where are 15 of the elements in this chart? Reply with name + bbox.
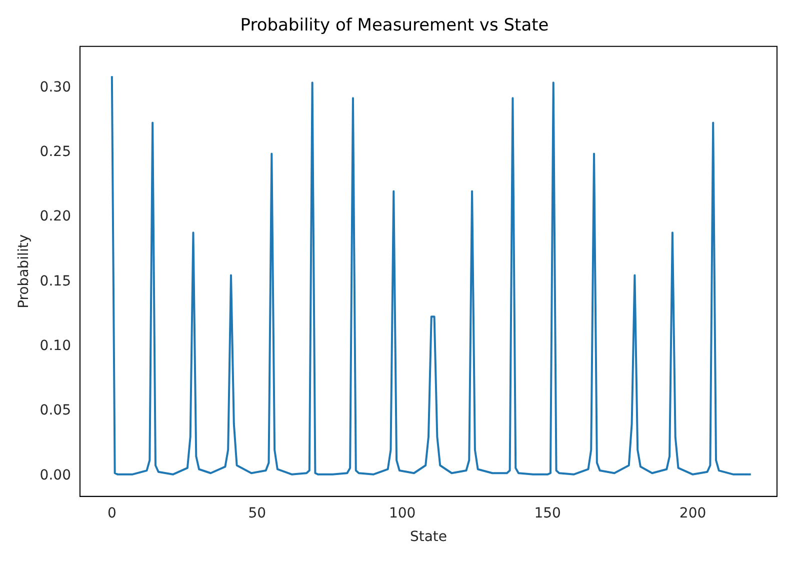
x-axis-title: State: [410, 529, 448, 546]
y-tick-label: 0.05: [40, 402, 71, 419]
y-tick-label: 0.20: [40, 208, 71, 225]
x-tick-label: 0: [107, 505, 116, 522]
y-tick-label: 0.25: [40, 144, 71, 160]
y-tick-label: 0.30: [40, 79, 71, 96]
x-tick-label: 200: [679, 505, 706, 522]
y-tick-label: 0.15: [40, 273, 71, 290]
x-tick-label: 50: [248, 505, 266, 522]
y-axis-title: Probability: [16, 234, 32, 308]
y-tick-label: 0.10: [40, 338, 71, 354]
chart-title: Probability of Measurement vs State: [240, 16, 549, 36]
x-tick-label: 100: [388, 505, 416, 522]
x-tick-label: 150: [534, 505, 561, 522]
y-tick-label: 0.00: [40, 467, 71, 484]
